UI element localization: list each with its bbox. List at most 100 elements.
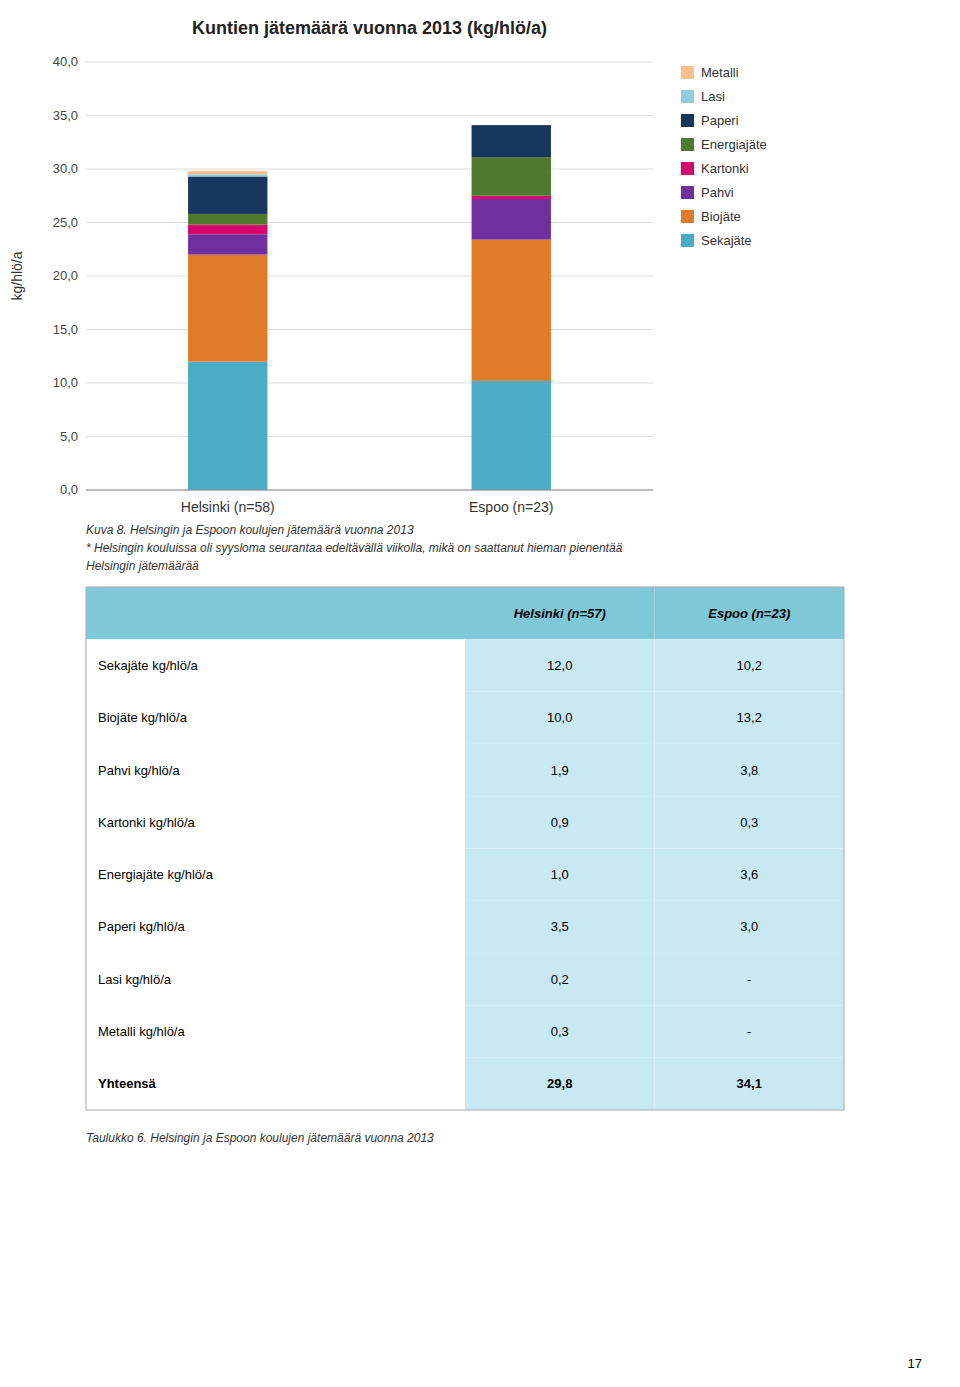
legend-label: Kartonki (701, 161, 749, 176)
legend-swatch (681, 234, 694, 247)
caption: Kuva 8. Helsingin ja Espoon koulujen jät… (86, 523, 623, 573)
table-cell-text: 1,0 (551, 867, 569, 882)
table-cell-text: 13,2 (737, 710, 762, 725)
bar-segment (188, 214, 267, 225)
table-cell (465, 639, 655, 691)
table-cell (655, 639, 845, 691)
bar-segment (472, 125, 551, 157)
bar-segment (472, 157, 551, 196)
table-cell (86, 1058, 465, 1110)
bars (188, 125, 551, 490)
legend-swatch (681, 186, 694, 199)
table-cell (465, 744, 655, 796)
table-cell (655, 1005, 845, 1057)
y-tick-label: 30,0 (53, 161, 78, 176)
legend-label: Lasi (701, 89, 725, 104)
y-axis: 0,05,010,015,020,025,030,035,040,0 (53, 54, 653, 497)
bar-segment (188, 362, 267, 490)
y-tick-label: 20,0 (53, 268, 78, 283)
caption-line: Helsingin jätemäärää (86, 559, 199, 573)
table-cell (465, 849, 655, 901)
table-cell-text: 29,8 (547, 1076, 572, 1091)
caption-line: Kuva 8. Helsingin ja Espoon koulujen jät… (86, 523, 414, 537)
table-cell (86, 639, 465, 691)
grid-line (86, 436, 653, 437)
bar-segment (188, 255, 267, 362)
legend-swatch (681, 162, 694, 175)
table-header-text: Helsinki (n=57) (514, 606, 606, 621)
legend-label: Energiajäte (701, 137, 767, 152)
grid-line (86, 276, 653, 277)
y-tick-label: 40,0 (53, 54, 78, 69)
table-cell-text: Energiajäte kg/hlö/a (98, 867, 214, 882)
table-cell-text: 10,2 (737, 658, 762, 673)
bar-segment (472, 125, 551, 126)
table-cell (86, 953, 465, 1005)
page-number: 17 (908, 1356, 922, 1371)
legend-label: Biojäte (701, 209, 741, 224)
caption-line: * Helsingin kouluissa oli syysloma seura… (86, 541, 623, 555)
page: Kuntien jätemäärä vuonna 2013 (kg/hlö/a)… (0, 0, 960, 1387)
table-cell-text: 1,9 (551, 763, 569, 778)
table-cell-text: Biojäte kg/hlö/a (98, 710, 188, 725)
table-cell-text: Pahvi kg/hlö/a (98, 763, 180, 778)
table-cell (655, 796, 845, 848)
table-cell (86, 692, 465, 744)
y-tick-label: 35,0 (53, 108, 78, 123)
table-cell (86, 849, 465, 901)
y-tick-label: 25,0 (53, 215, 78, 230)
bar-segment (188, 234, 267, 254)
grid-line (86, 169, 653, 170)
table-cell (86, 901, 465, 953)
x-tick-label: Espoo (n=23) (469, 499, 553, 515)
table-cell-text: - (747, 972, 751, 987)
y-axis-label: kg/hlö/a (9, 251, 25, 300)
table-cell (86, 744, 465, 796)
table-cell-text: Sekajäte kg/hlö/a (98, 658, 199, 673)
table-cell (465, 1005, 655, 1057)
table-caption: Taulukko 6. Helsingin ja Espoon koulujen… (86, 1131, 434, 1145)
table-cell (465, 1058, 655, 1110)
bar-segment (472, 240, 551, 381)
table-cell (465, 901, 655, 953)
y-tick-label: 15,0 (53, 322, 78, 337)
table-header-text: Espoo (n=23) (708, 606, 790, 621)
legend-label: Pahvi (701, 185, 734, 200)
grid-line (86, 115, 653, 116)
table-cell-text: 12,0 (547, 658, 572, 673)
table-cell-text: 0,3 (551, 1024, 569, 1039)
table-cell-text: 3,6 (740, 867, 758, 882)
table-cell (86, 796, 465, 848)
grid-line (86, 490, 653, 491)
table-cell (655, 744, 845, 796)
y-tick-label: 10,0 (53, 375, 78, 390)
table-cell (465, 953, 655, 1005)
x-tick-label: Helsinki (n=58) (181, 499, 275, 515)
legend-swatch (681, 210, 694, 223)
chart-title: Kuntien jätemäärä vuonna 2013 (kg/hlö/a) (192, 18, 547, 38)
legend-swatch (681, 66, 694, 79)
table-cell-text: 0,9 (551, 815, 569, 830)
table-cell-text: Paperi kg/hlö/a (98, 919, 185, 934)
table-cell-text: 10,0 (547, 710, 572, 725)
table-cell (465, 796, 655, 848)
y-tick-label: 0,0 (60, 482, 78, 497)
table-header-cell (86, 587, 465, 639)
grid-line (86, 62, 653, 63)
grid-line (86, 222, 653, 223)
grid-line (86, 329, 653, 330)
table-cell-text: 34,1 (737, 1076, 762, 1091)
grid-line (86, 383, 653, 384)
table-cell-text: Lasi kg/hlö/a (98, 972, 172, 987)
legend-swatch (681, 138, 694, 151)
table-cell-text: Metalli kg/hlö/a (98, 1024, 185, 1039)
bar-segment (472, 125, 551, 126)
table-cell-text: Yhteensä (98, 1076, 157, 1091)
table-cell (655, 849, 845, 901)
bar-segment (188, 176, 267, 213)
table-cell (86, 1005, 465, 1057)
table-cell-text: - (747, 1024, 751, 1039)
table-cell (655, 692, 845, 744)
table-cell-text: 3,8 (740, 763, 758, 778)
bar-segment (188, 171, 267, 174)
